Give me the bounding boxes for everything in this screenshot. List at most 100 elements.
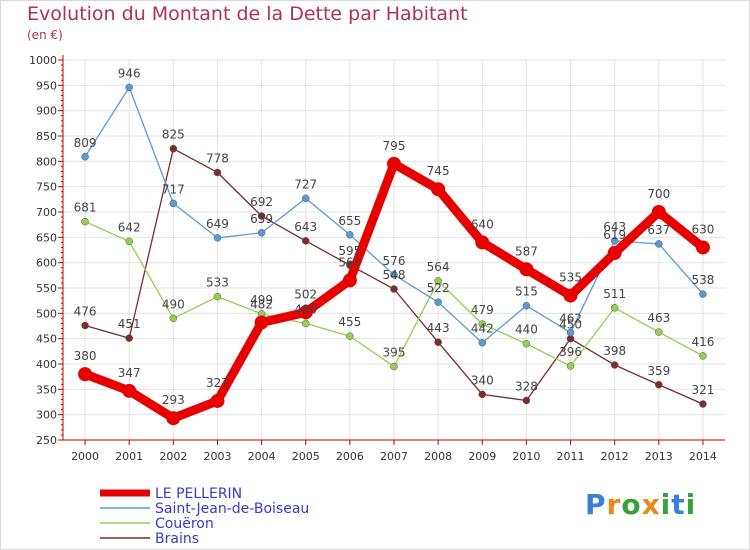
chart-title: Evolution du Montant de la Dette par Hab… bbox=[27, 3, 468, 25]
data-label: 637 bbox=[647, 223, 670, 237]
data-label: 643 bbox=[603, 220, 626, 234]
legend-entry: Couëron bbox=[155, 516, 214, 532]
data-point bbox=[475, 235, 490, 250]
data-point bbox=[298, 305, 313, 320]
grid bbox=[63, 59, 725, 441]
data-point bbox=[213, 234, 222, 242]
data-point bbox=[166, 411, 181, 426]
data-label: 717 bbox=[162, 182, 185, 196]
x-tick-label: 2000 bbox=[71, 450, 99, 463]
y-tick-label: 650 bbox=[36, 231, 57, 244]
data-point bbox=[431, 182, 446, 197]
data-point bbox=[566, 328, 575, 337]
x-tick-label: 2004 bbox=[248, 450, 276, 463]
logo-letter: i bbox=[660, 488, 672, 521]
data-point bbox=[257, 229, 266, 237]
data-point bbox=[699, 352, 707, 360]
data-label: 398 bbox=[603, 344, 626, 358]
data-point bbox=[522, 301, 531, 310]
data-point bbox=[301, 237, 310, 245]
logo-letter: P bbox=[585, 488, 607, 521]
data-point bbox=[434, 298, 442, 306]
data-point bbox=[478, 338, 487, 347]
data-point bbox=[169, 314, 178, 323]
data-label: 442 bbox=[471, 322, 494, 336]
data-label: 700 bbox=[647, 187, 670, 201]
data-label: 440 bbox=[515, 323, 538, 337]
data-point bbox=[169, 199, 178, 208]
data-label: 655 bbox=[338, 214, 361, 228]
data-label: 416 bbox=[691, 335, 714, 349]
data-point bbox=[390, 362, 398, 371]
y-tick-label: 400 bbox=[36, 358, 57, 371]
data-point bbox=[655, 328, 663, 336]
y-tick-label: 850 bbox=[36, 130, 57, 143]
data-label: 380 bbox=[74, 349, 97, 363]
data-label: 293 bbox=[162, 393, 185, 407]
x-tick-label: 2009 bbox=[468, 450, 496, 463]
data-point bbox=[125, 237, 133, 246]
y-tick-label: 800 bbox=[36, 155, 57, 168]
data-point bbox=[125, 334, 133, 342]
y-tick-label: 550 bbox=[36, 282, 57, 295]
data-label: 482 bbox=[250, 297, 273, 311]
data-label: 576 bbox=[383, 254, 406, 268]
data-label: 727 bbox=[294, 177, 317, 191]
legend-entry: Saint-Jean-de-Boiseau bbox=[155, 501, 309, 517]
y-tick-label: 1000 bbox=[29, 54, 57, 67]
data-point bbox=[81, 217, 89, 226]
logo-letter: t bbox=[671, 488, 686, 521]
data-label: 502 bbox=[294, 287, 317, 301]
x-tick-label: 2006 bbox=[336, 450, 364, 463]
data-point bbox=[478, 320, 487, 328]
data-label: 455 bbox=[338, 315, 361, 329]
chart-subtitle: (en €) bbox=[27, 28, 63, 42]
data-label: 659 bbox=[250, 212, 273, 226]
data-point bbox=[699, 290, 707, 298]
data-point bbox=[390, 271, 398, 279]
data-point bbox=[610, 361, 619, 369]
legend-entry: LE PELLERIN bbox=[155, 486, 242, 502]
data-point bbox=[695, 240, 710, 255]
data-point bbox=[610, 304, 619, 312]
data-point bbox=[434, 338, 442, 346]
data-label: 565 bbox=[338, 255, 361, 269]
y-tick-label: 500 bbox=[36, 307, 57, 320]
x-tick-label: 2005 bbox=[292, 450, 320, 463]
data-label: 463 bbox=[647, 311, 670, 325]
logo-letter: o bbox=[621, 488, 642, 521]
x-tick-label: 2013 bbox=[645, 450, 673, 463]
data-point bbox=[301, 319, 310, 328]
data-label: 538 bbox=[691, 273, 714, 287]
data-label: 619 bbox=[603, 228, 626, 242]
data-label: 395 bbox=[383, 346, 406, 360]
data-label: 479 bbox=[471, 303, 494, 317]
data-label: 396 bbox=[559, 345, 582, 359]
data-label: 548 bbox=[383, 268, 406, 282]
data-label: 347 bbox=[118, 366, 141, 380]
data-label: 946 bbox=[118, 66, 141, 80]
data-point bbox=[122, 383, 137, 398]
data-point bbox=[522, 339, 531, 348]
data-label: 640 bbox=[471, 217, 494, 231]
x-tick-label: 2012 bbox=[601, 450, 629, 463]
data-label: 321 bbox=[691, 383, 714, 397]
data-point bbox=[81, 321, 89, 330]
data-point bbox=[655, 381, 663, 389]
y-tick-label: 900 bbox=[36, 105, 57, 118]
data-label: 649 bbox=[206, 217, 229, 231]
legend-entry: Brains bbox=[155, 531, 199, 547]
data-point bbox=[301, 194, 310, 203]
data-label: 490 bbox=[162, 297, 185, 311]
series-lines bbox=[78, 83, 710, 426]
y-tick-label: 300 bbox=[36, 409, 57, 422]
data-point bbox=[78, 367, 93, 382]
data-label: 778 bbox=[206, 151, 229, 165]
data-point bbox=[655, 240, 663, 248]
logo-letter: i bbox=[685, 488, 697, 521]
data-point bbox=[390, 285, 398, 293]
x-tick-label: 2014 bbox=[689, 450, 717, 463]
data-point bbox=[346, 332, 354, 340]
